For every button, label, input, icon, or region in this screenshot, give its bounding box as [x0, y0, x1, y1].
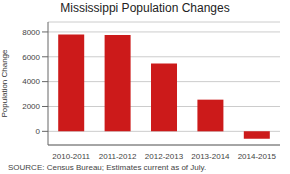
svg-text:2011-2012: 2011-2012	[99, 152, 137, 161]
svg-text:2014-2015: 2014-2015	[238, 152, 277, 161]
svg-text:6000: 6000	[22, 53, 40, 62]
svg-text:8000: 8000	[22, 28, 40, 37]
html-text:Mississippi Population Changes: Mississippi Population Changes	[60, 1, 230, 15]
svg-text:2012-2013: 2012-2013	[145, 152, 184, 161]
svg-text:2000: 2000	[22, 102, 40, 111]
html-text:SOURCE: Census Bureau; Estimat: SOURCE: Census Bureau; Estimates current…	[8, 163, 207, 172]
svg-text:4000: 4000	[22, 77, 40, 86]
svg-text:0: 0	[36, 127, 41, 136]
svg-text:Population Change: Population Change	[8, 49, 9, 118]
svg-text:2013-2014: 2013-2014	[191, 152, 230, 161]
svg-text:2010-2011: 2010-2011	[52, 152, 90, 161]
